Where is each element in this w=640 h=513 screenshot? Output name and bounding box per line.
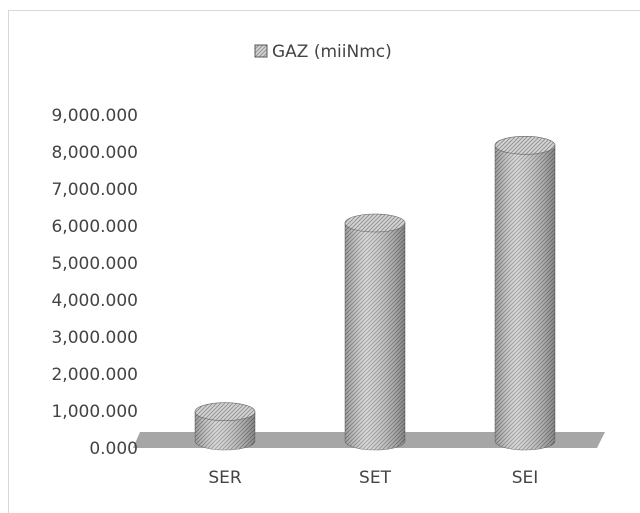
cylinder-shade (345, 223, 405, 450)
legend-label: GAZ (miiNmc) (272, 42, 392, 62)
cylinder-shade (495, 145, 555, 451)
y-tick-label: 2,000.000 (51, 365, 138, 385)
y-tick-label: 0.000 (89, 439, 138, 459)
chart-border (8, 10, 640, 513)
y-tick-label: 1,000.000 (51, 402, 138, 422)
x-tick-label: SET (359, 468, 392, 488)
y-tick-label: 9,000.000 (51, 106, 138, 126)
x-tick-label: SEI (512, 468, 539, 488)
x-tick-label: SER (208, 468, 242, 488)
y-tick-label: 6,000.000 (51, 217, 138, 237)
cylinder-top (344, 213, 406, 233)
cylinder-top (194, 402, 256, 422)
y-tick-label: 8,000.000 (51, 143, 138, 163)
y-tick-label: 3,000.000 (51, 328, 138, 348)
y-tick-label: 5,000.000 (51, 254, 138, 274)
y-tick-label: 4,000.000 (51, 291, 138, 311)
legend-swatch (254, 44, 268, 58)
legend: GAZ (miiNmc) (254, 42, 392, 62)
cylinder-shade (195, 411, 255, 450)
y-tick-label: 7,000.000 (51, 180, 138, 200)
cylinder-top (494, 136, 556, 155)
